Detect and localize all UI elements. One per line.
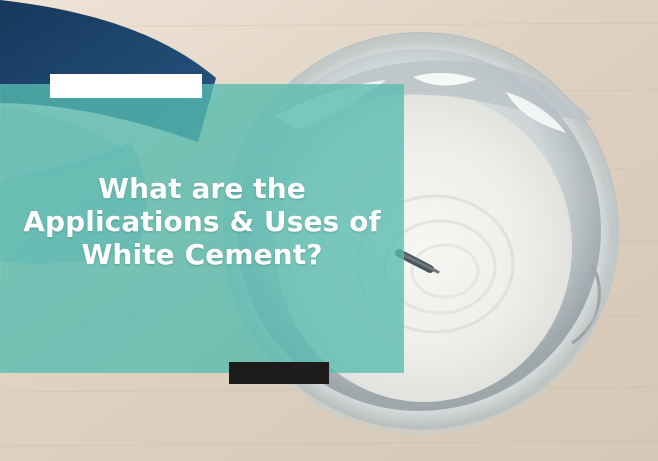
headline-line-2: Applications & Uses of <box>23 205 381 238</box>
dark-accent-bar <box>229 362 329 384</box>
headline-line-1: What are the <box>98 172 306 205</box>
headline: What are the Applications & Uses of Whit… <box>0 172 404 271</box>
teal-overlay-panel <box>0 84 404 373</box>
headline-line-3: White Cement? <box>81 238 323 271</box>
white-accent-bar <box>50 74 202 98</box>
